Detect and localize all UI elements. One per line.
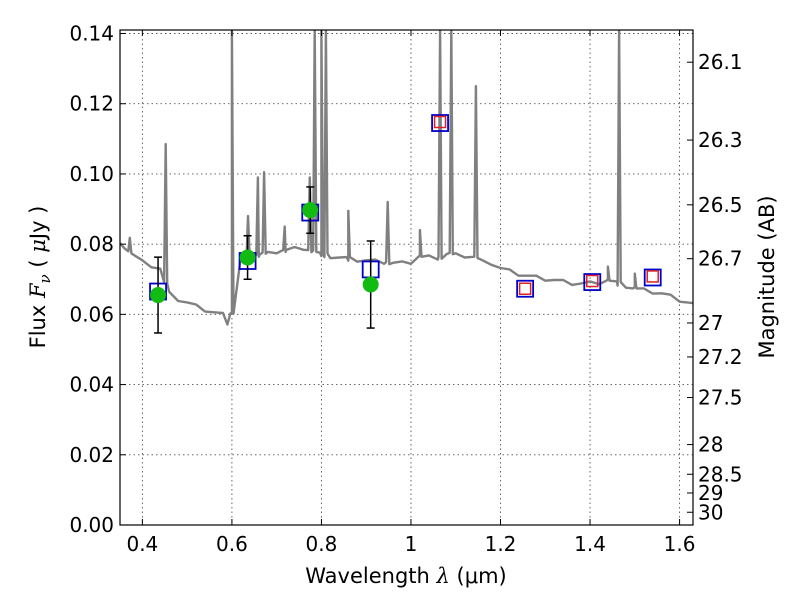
x-tick-label: 1.6 bbox=[664, 532, 696, 556]
model-photometry-square bbox=[583, 273, 602, 291]
model-photometry-square bbox=[431, 114, 449, 132]
x-tick-label: 1.4 bbox=[574, 532, 606, 556]
model-photometry-square bbox=[643, 268, 662, 287]
y2-tick-label: 27 bbox=[698, 311, 723, 335]
y2-tick-label: 27.5 bbox=[698, 386, 743, 410]
x-tick-label: 0.4 bbox=[126, 532, 158, 556]
y-tick-label: 0.00 bbox=[69, 513, 114, 537]
y-tick-label: 0.12 bbox=[69, 92, 114, 116]
y2-tick-label: 26.5 bbox=[698, 193, 743, 217]
observed-photometry-point bbox=[362, 276, 379, 293]
photometric-limit-square bbox=[586, 274, 599, 288]
photometric-limit-square bbox=[433, 115, 447, 129]
x-axis-label: Wavelength λ (μm) bbox=[305, 564, 506, 588]
observed-photometry-point bbox=[239, 249, 256, 266]
y-tick-label: 0.14 bbox=[69, 22, 114, 46]
y2-axis-label: Magnitude (AB) bbox=[755, 195, 779, 358]
y2-tick-label: 28 bbox=[698, 433, 723, 457]
x-tick-label: 1.2 bbox=[485, 532, 517, 556]
observed-photometry-point bbox=[302, 202, 319, 219]
y-axis-label: Flux Fν ( μJy ) bbox=[26, 206, 54, 349]
photometric-limit-square bbox=[646, 270, 659, 283]
y2-tick-label: 26.7 bbox=[698, 247, 743, 271]
y-tick-label: 0.06 bbox=[69, 302, 114, 326]
photometric-limit-square bbox=[518, 282, 532, 295]
photometry-markers bbox=[149, 114, 662, 334]
x-tick-label: 1 bbox=[405, 532, 418, 556]
plot-frame bbox=[119, 29, 694, 526]
y2-tick-label: 29 bbox=[698, 481, 723, 505]
y2-tick-label: 26.3 bbox=[698, 128, 743, 152]
y-tick-label: 0.04 bbox=[69, 373, 114, 397]
y2-tick-label: 30 bbox=[698, 500, 723, 524]
y-tick-label: 0.02 bbox=[69, 443, 114, 467]
observed-photometry-point bbox=[150, 287, 167, 304]
x-tick-label: 0.6 bbox=[216, 532, 248, 556]
y2-tick-label: 28.5 bbox=[698, 462, 743, 486]
y2-tick-label: 26.1 bbox=[698, 50, 743, 74]
y-tick-label: 0.10 bbox=[69, 162, 114, 186]
y2-tick-label: 27.2 bbox=[698, 345, 743, 369]
model-spectrum-line bbox=[120, 30, 693, 326]
axis-ticks: 0.4 0.6 0.8 1 1.2 1.4 1.6 0.00 0.02 0.04 0.06 0.08 0… bbox=[69, 22, 742, 556]
model-photometry-square bbox=[516, 279, 535, 298]
x-tick-label: 0.8 bbox=[306, 532, 338, 556]
y-tick-label: 0.08 bbox=[69, 232, 114, 256]
